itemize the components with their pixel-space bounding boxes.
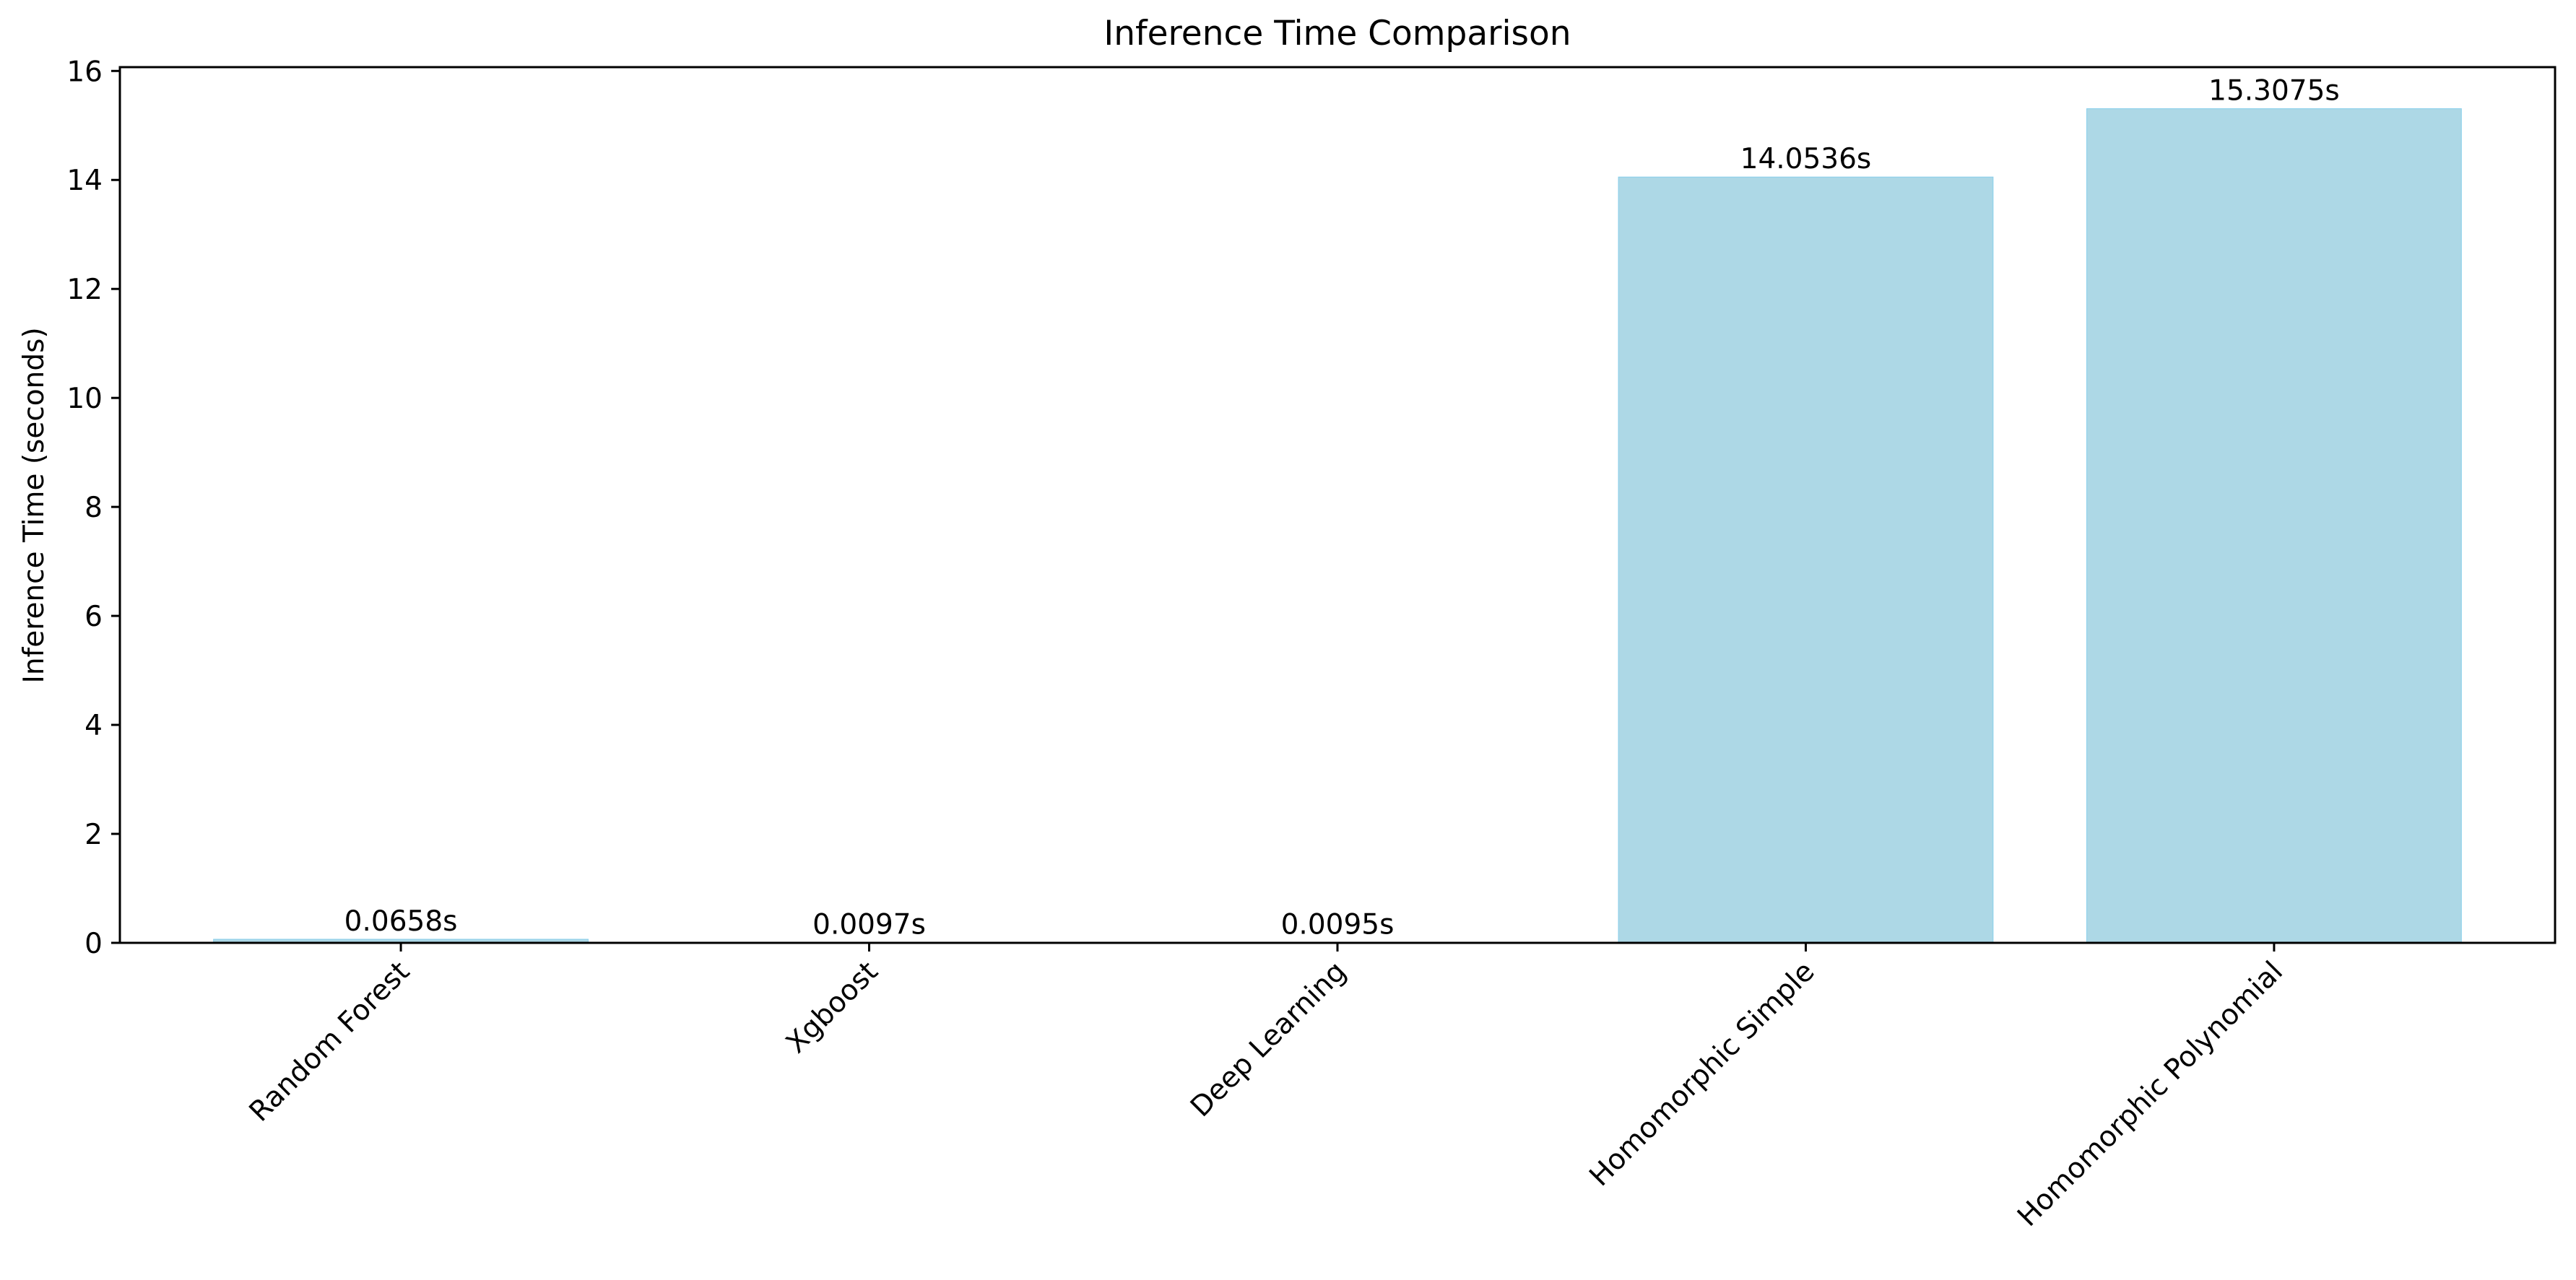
data-label: 0.0658s: [344, 905, 458, 938]
y-tick-label: 12: [66, 274, 103, 306]
y-tick-label: 4: [84, 710, 103, 742]
y-tick-label: 6: [84, 601, 103, 633]
chart-title: Inference Time Comparison: [1103, 14, 1571, 53]
bars-layer: [213, 108, 2462, 944]
y-tick-label: 0: [84, 928, 103, 960]
data-labels-layer: 0.0658s 0.0097s 0.0095s 14.0536s 15.3075s: [344, 75, 2340, 941]
y-tick-label: 2: [84, 819, 103, 851]
data-label: 15.3075s: [2208, 75, 2340, 108]
bar-homomorphic-simple: [1618, 176, 1994, 944]
bar-homomorphic-polynomial: [2086, 108, 2462, 944]
data-label: 14.0536s: [1740, 143, 1872, 175]
plot-frame: [118, 66, 2557, 944]
y-tick-label: 8: [84, 492, 103, 524]
y-tick-label: 14: [66, 165, 103, 197]
data-label: 0.0097s: [812, 908, 926, 941]
y-axis-label: Inference Time (seconds): [18, 327, 51, 683]
y-tick-label: 16: [66, 56, 103, 88]
data-label: 0.0095s: [1281, 908, 1395, 941]
y-axis-ticks: 0 2 4 6 8 10 12 14 16: [66, 56, 120, 960]
y-tick-label: 10: [66, 383, 103, 415]
